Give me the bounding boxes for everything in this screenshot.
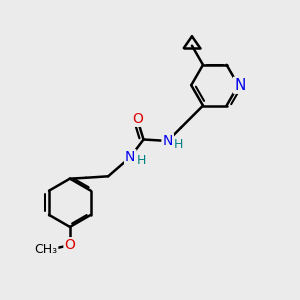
Text: CH₃: CH₃	[34, 243, 57, 256]
Text: O: O	[132, 112, 143, 126]
Text: N: N	[125, 150, 136, 164]
Text: N: N	[234, 78, 245, 93]
Text: O: O	[64, 238, 75, 252]
Text: H: H	[174, 138, 184, 151]
Text: H: H	[137, 154, 146, 166]
Text: N: N	[163, 134, 173, 148]
